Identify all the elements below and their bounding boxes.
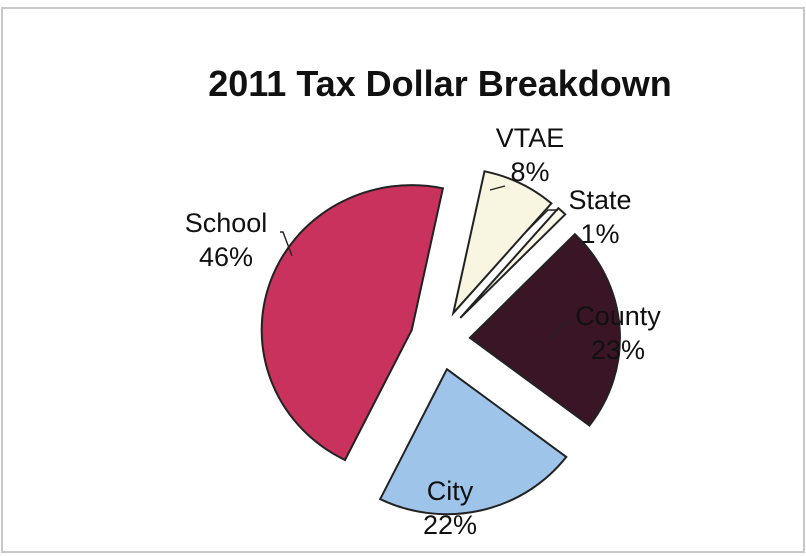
leader-line-state bbox=[521, 209, 558, 237]
slice-percent-vtae: 8% bbox=[510, 157, 549, 187]
slice-percent-county: 23% bbox=[591, 335, 645, 365]
leader-lines bbox=[280, 185, 570, 339]
leader-line-county bbox=[549, 321, 570, 339]
chart-title: 2011 Tax Dollar Breakdown bbox=[208, 63, 672, 104]
slice-label-vtae: VTAE bbox=[496, 123, 565, 153]
pie-slice-city bbox=[378, 367, 568, 516]
pie-slice-school bbox=[260, 184, 445, 462]
slice-labels: VTAE 8% State 1% County 23% City 22% School 46% bbox=[185, 123, 662, 540]
slice-label-state: State bbox=[568, 185, 631, 215]
pie-slice-vtae bbox=[451, 170, 553, 317]
slice-label-city: City bbox=[427, 476, 474, 506]
slice-percent-city: 22% bbox=[423, 510, 477, 540]
slice-percent-school: 46% bbox=[199, 242, 253, 272]
pie-slice-county bbox=[468, 232, 621, 427]
slice-label-county: County bbox=[575, 301, 661, 331]
slices-layer bbox=[260, 170, 621, 516]
leader-line-school bbox=[280, 231, 293, 257]
slice-percent-state: 1% bbox=[580, 219, 619, 249]
pie-slice-state bbox=[459, 206, 567, 319]
leader-line-vtae bbox=[489, 185, 506, 191]
slice-label-school: School bbox=[185, 208, 268, 238]
